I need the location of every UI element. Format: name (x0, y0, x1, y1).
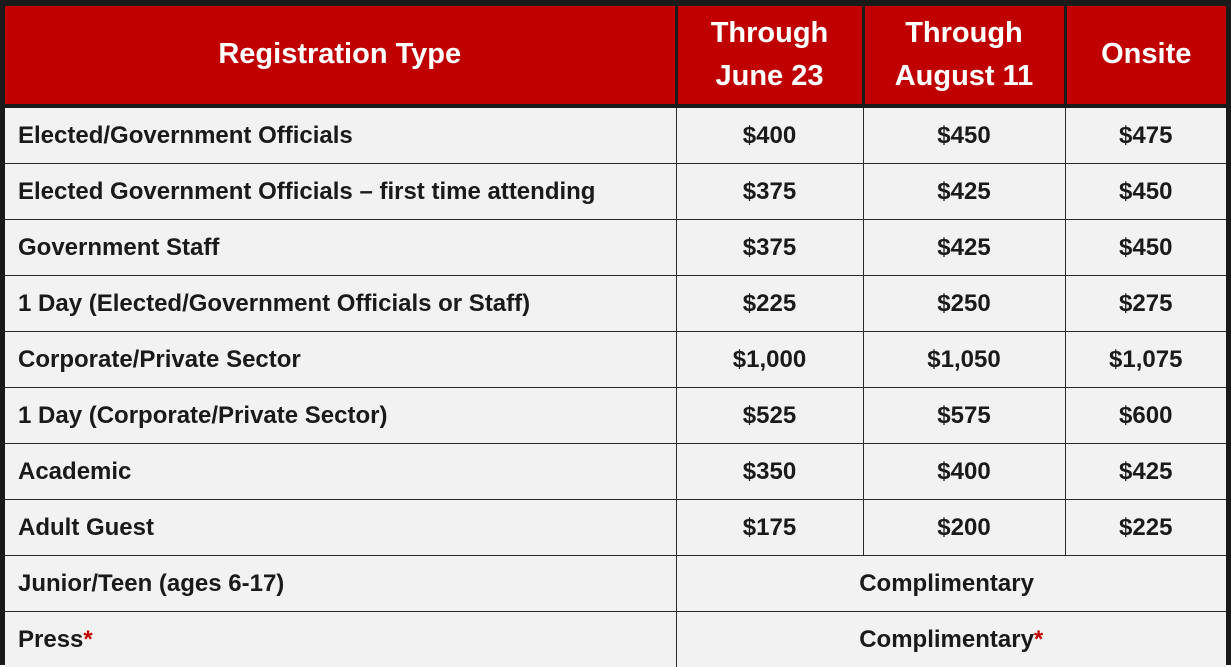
complimentary-cell: Complimentary* (676, 556, 1226, 612)
price-august-cell: $575 (863, 388, 1065, 444)
price-june-cell: $350 (676, 444, 863, 500)
registration-type-cell: Elected/Government Officials (5, 106, 676, 164)
header-row: Registration Type Through June 23 Throug… (5, 6, 1226, 106)
price-august-cell: $1,050 (863, 332, 1065, 388)
price-june-cell: $1,000 (676, 332, 863, 388)
table-row: Government Staff $375 $425 $450 (5, 220, 1226, 276)
table-row: Elected Government Officials – first tim… (5, 164, 1226, 220)
price-onsite-cell: $600 (1065, 388, 1226, 444)
header-through-june-line1: Through (682, 12, 858, 56)
complimentary-cell: Complimentary* (676, 612, 1226, 667)
header-onsite-label: Onsite (1101, 38, 1191, 70)
footnote-asterisk: * (83, 626, 92, 653)
header-registration-type: Registration Type (5, 6, 676, 106)
header-through-august: Through August 11 (863, 6, 1065, 106)
registration-type-cell: Government Staff (5, 220, 676, 276)
registration-type-cell: 1 Day (Elected/Government Officials or S… (5, 276, 676, 332)
price-august-cell: $200 (863, 500, 1065, 556)
table-row: Elected/Government Officials $400 $450 $… (5, 106, 1226, 164)
price-june-cell: $175 (676, 500, 863, 556)
price-june-cell: $375 (676, 164, 863, 220)
registration-type-label: Press (18, 626, 83, 653)
table-row-complimentary: Press* Complimentary* (5, 612, 1226, 667)
footnote-asterisk: * (1034, 626, 1043, 653)
price-onsite-cell: $450 (1065, 164, 1226, 220)
table-row: 1 Day (Corporate/Private Sector) $525 $5… (5, 388, 1226, 444)
table-row: 1 Day (Elected/Government Officials or S… (5, 276, 1226, 332)
complimentary-label: Complimentary (859, 626, 1034, 653)
header-through-august-line2: August 11 (869, 55, 1060, 99)
registration-type-label: Junior/Teen (ages 6-17) (18, 570, 284, 597)
price-august-cell: $400 (863, 444, 1065, 500)
price-june-cell: $400 (676, 106, 863, 164)
price-june-cell: $375 (676, 220, 863, 276)
table-row: Corporate/Private Sector $1,000 $1,050 $… (5, 332, 1226, 388)
registration-type-cell: 1 Day (Corporate/Private Sector) (5, 388, 676, 444)
price-onsite-cell: $425 (1065, 444, 1226, 500)
registration-type-cell: Corporate/Private Sector (5, 332, 676, 388)
price-june-cell: $225 (676, 276, 863, 332)
complimentary-label: Complimentary (859, 570, 1034, 597)
price-onsite-cell: $450 (1065, 220, 1226, 276)
registration-type-cell: Elected Government Officials – first tim… (5, 164, 676, 220)
price-onsite-cell: $225 (1065, 500, 1226, 556)
registration-type-cell: Academic (5, 444, 676, 500)
price-august-cell: $450 (863, 106, 1065, 164)
header-through-august-line1: Through (869, 12, 1060, 56)
header-through-june: Through June 23 (676, 6, 863, 106)
header-through-june-line2: June 23 (682, 55, 858, 99)
registration-type-cell: Junior/Teen (ages 6-17) (5, 556, 676, 612)
price-onsite-cell: $1,075 (1065, 332, 1226, 388)
price-onsite-cell: $275 (1065, 276, 1226, 332)
registration-type-cell: Adult Guest (5, 500, 676, 556)
registration-fee-table: Registration Type Through June 23 Throug… (5, 6, 1226, 667)
footnote-asterisk: * (1034, 570, 1043, 597)
table-row: Academic $350 $400 $425 (5, 444, 1226, 500)
price-june-cell: $525 (676, 388, 863, 444)
table-row: Adult Guest $175 $200 $225 (5, 500, 1226, 556)
header-onsite: Onsite (1065, 6, 1226, 106)
price-onsite-cell: $475 (1065, 106, 1226, 164)
table-row-complimentary: Junior/Teen (ages 6-17) Complimentary* (5, 556, 1226, 612)
price-august-cell: $425 (863, 164, 1065, 220)
price-august-cell: $425 (863, 220, 1065, 276)
header-registration-type-label: Registration Type (218, 38, 461, 70)
price-august-cell: $250 (863, 276, 1065, 332)
registration-type-cell: Press* (5, 612, 676, 667)
